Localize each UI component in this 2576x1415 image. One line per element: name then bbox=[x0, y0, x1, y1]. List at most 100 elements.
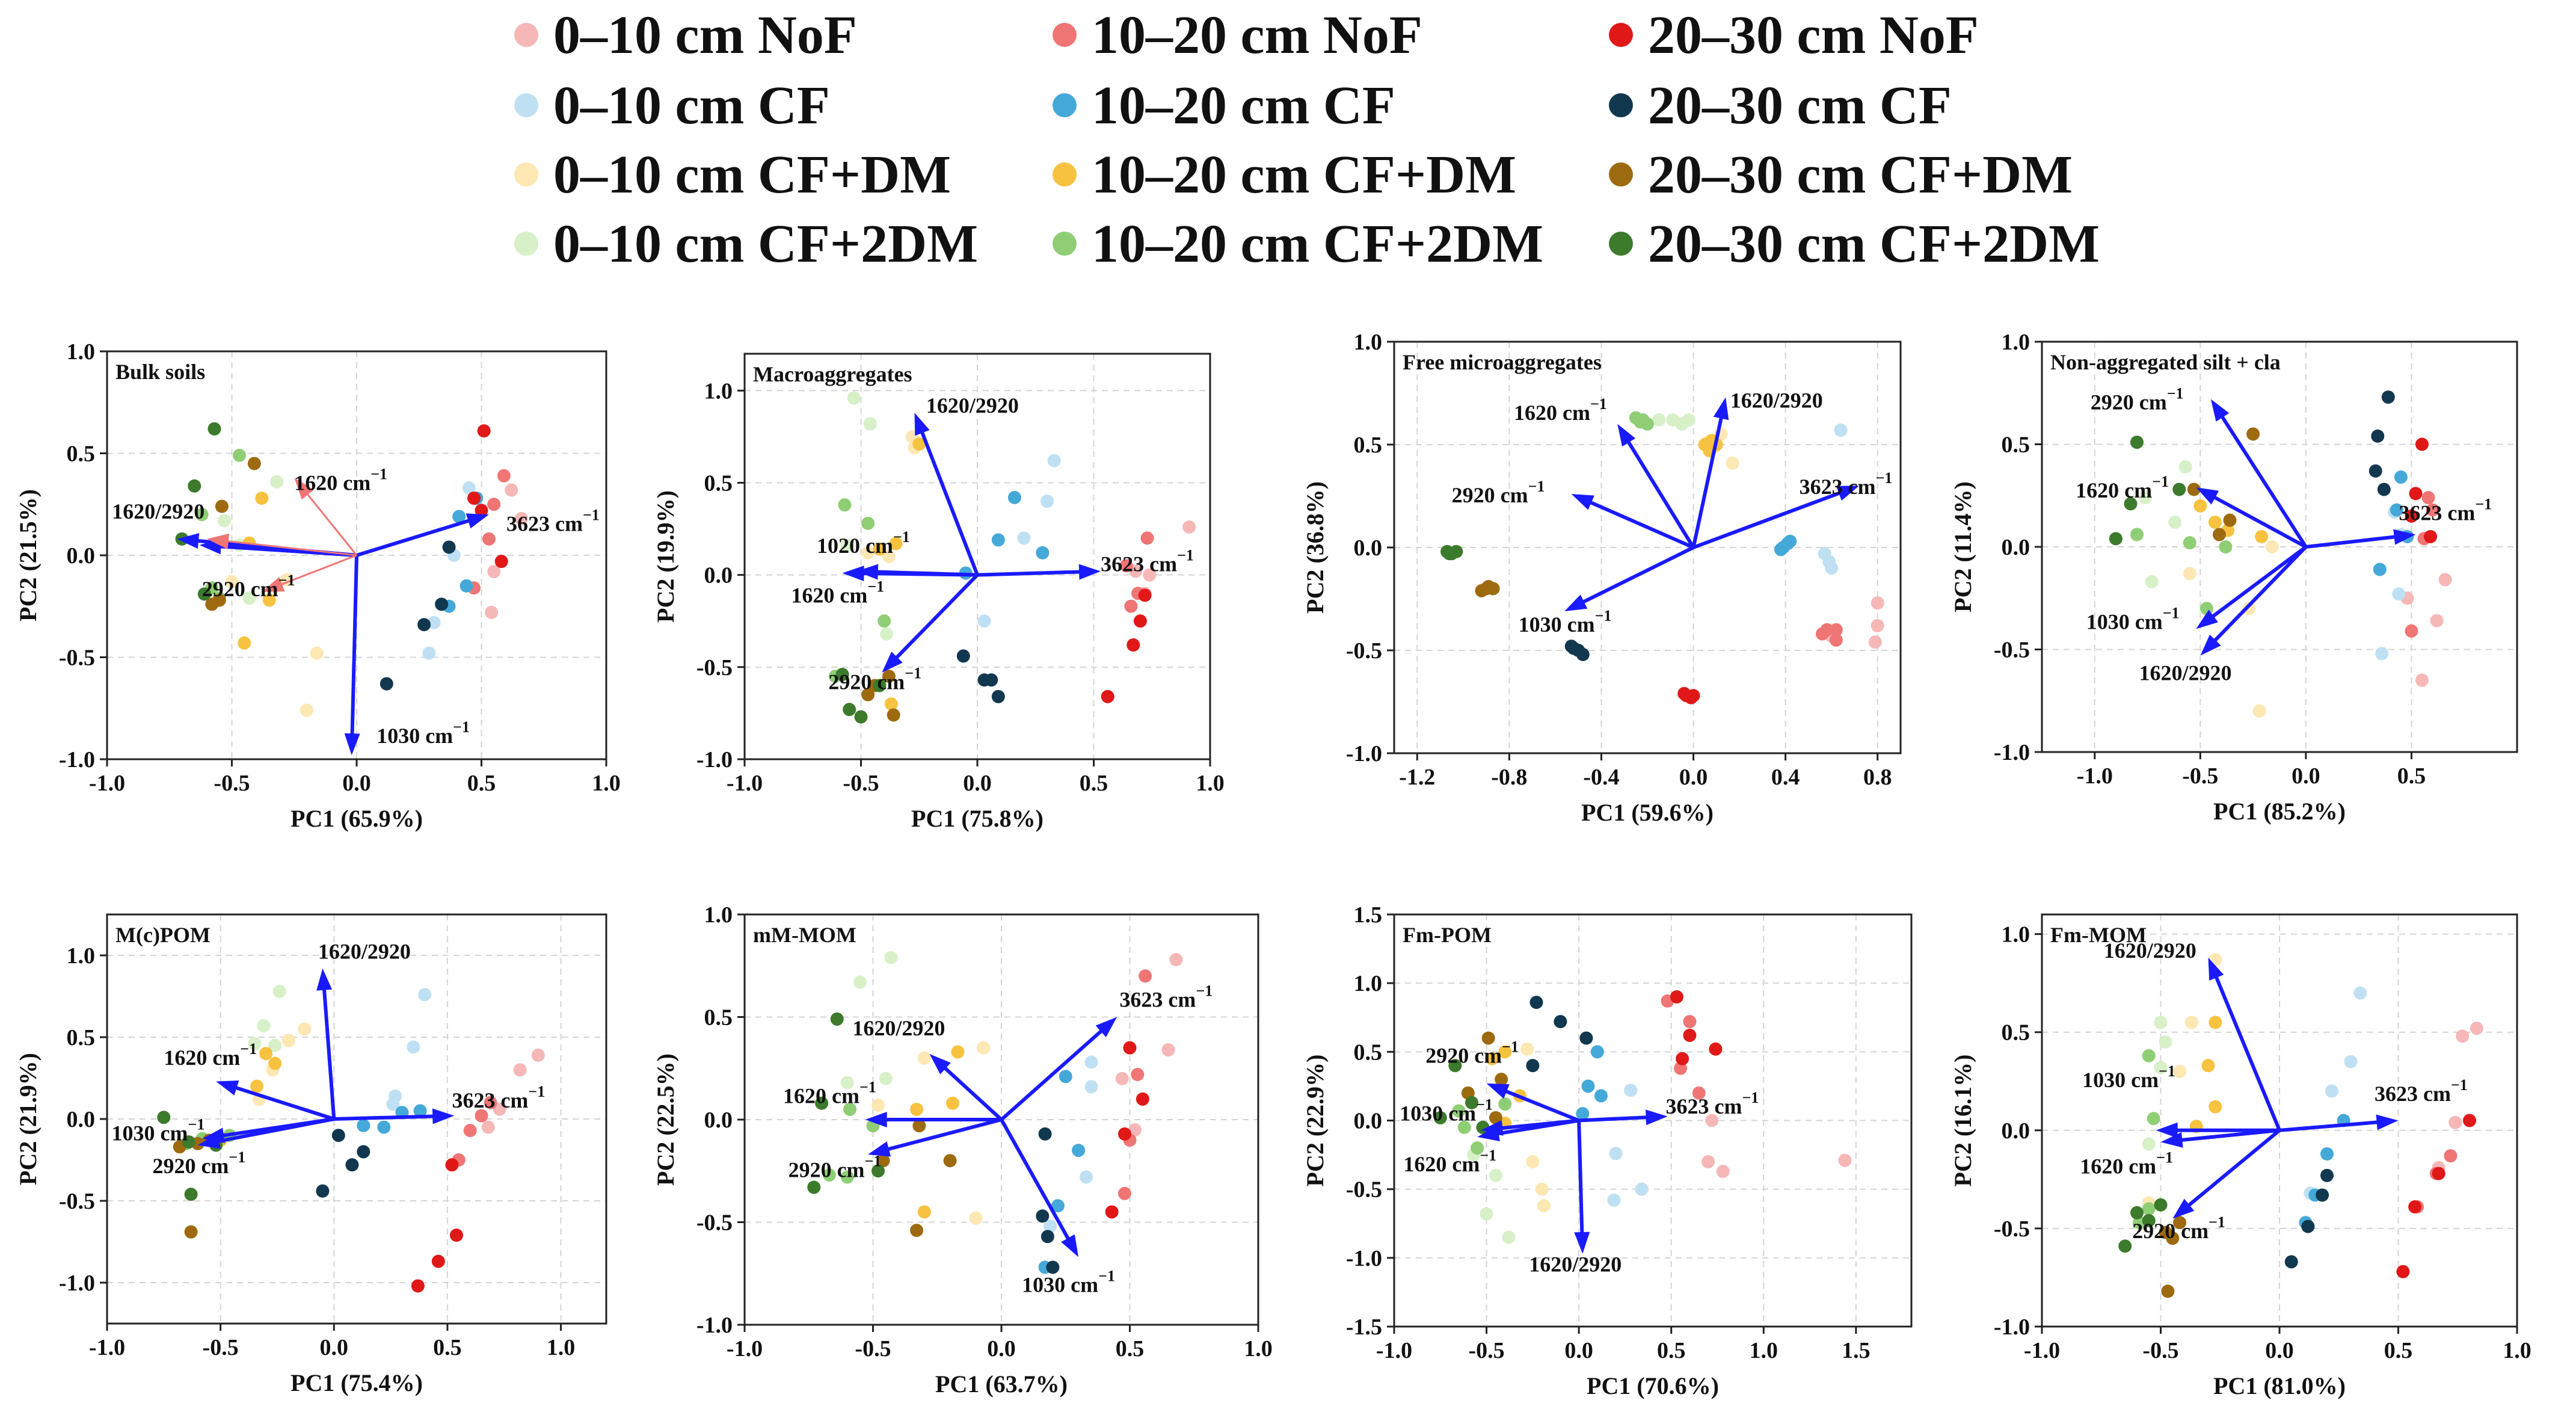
sample-point bbox=[1079, 1170, 1093, 1184]
x-tick-label: -1.0 bbox=[89, 1335, 125, 1360]
y-tick-label: -0.5 bbox=[59, 1189, 95, 1214]
loading-arrow-head bbox=[2156, 1122, 2178, 1138]
loading-label: 1620/2920 bbox=[852, 1016, 945, 1040]
sample-point bbox=[977, 673, 991, 687]
sample-point bbox=[1485, 1052, 1499, 1065]
loading-vector: 1620 cm−1 bbox=[164, 1040, 335, 1121]
x-tick-label: 0.0 bbox=[987, 1336, 1016, 1361]
sample-point bbox=[1581, 1079, 1595, 1093]
sample-point bbox=[268, 1038, 282, 1052]
loading-arrow-head bbox=[1713, 397, 1729, 421]
loading-label-text: 1620 cm bbox=[294, 471, 370, 495]
loading-arrow-line bbox=[2305, 534, 2399, 549]
sample-point bbox=[1448, 1059, 1462, 1073]
legend-item: 0–10 cm CF+DM bbox=[514, 145, 951, 205]
sample-point bbox=[1084, 1080, 1098, 1094]
y-tick-label: -1.0 bbox=[696, 747, 733, 772]
sample-point bbox=[807, 1180, 821, 1194]
x-tick-label: -0.4 bbox=[1583, 765, 1619, 790]
loading-arrow-head bbox=[2160, 1132, 2183, 1148]
sample-point bbox=[871, 1164, 885, 1178]
loading-label-superscript: −1 bbox=[1196, 982, 1213, 999]
sample-point bbox=[1433, 1111, 1447, 1124]
x-tick-label: 0.0 bbox=[342, 771, 371, 796]
sample-point bbox=[1105, 1205, 1119, 1219]
sample-point bbox=[2209, 1016, 2222, 1029]
sample-point bbox=[1526, 1155, 1540, 1168]
sample-point bbox=[442, 540, 456, 554]
y-tick-label: 0.5 bbox=[2002, 433, 2030, 458]
sample-point bbox=[2415, 673, 2429, 687]
y-tick-label: 0.5 bbox=[1354, 433, 1383, 458]
loading-label-text: 1030 cm bbox=[112, 1121, 188, 1145]
sample-point bbox=[1829, 623, 1843, 637]
sample-point bbox=[882, 550, 896, 563]
sample-point bbox=[2430, 614, 2444, 627]
legend-marker bbox=[1609, 162, 1633, 187]
sample-point bbox=[1072, 1144, 1086, 1158]
y-tick-label: -0.5 bbox=[696, 655, 733, 680]
pca-panel: -1.2 -0.8 -0.4 0.0 0.4 0.8 -1.0 -0.5 0.0 0.5 1.0 PC… bbox=[1302, 330, 1902, 826]
sample-point bbox=[1047, 454, 1061, 467]
loading-vector: 2920 cm −1 bbox=[152, 1117, 334, 1178]
loading-arrow-line bbox=[1692, 490, 1844, 549]
x-tick-label: 1.0 bbox=[547, 1335, 576, 1360]
x-tick-label: 0.0 bbox=[320, 1335, 349, 1360]
sample-point bbox=[2178, 460, 2192, 474]
sample-point bbox=[2142, 1137, 2156, 1151]
sample-point bbox=[487, 565, 501, 579]
loading-vector: 1620/2920 bbox=[2139, 545, 2308, 685]
sample-point bbox=[1036, 546, 1050, 560]
x-tick-label: -0.5 bbox=[2182, 763, 2218, 789]
loading-label-text: 2920 cm bbox=[152, 1154, 229, 1178]
panel-title: Fm-MOM bbox=[2050, 923, 2147, 947]
sample-point bbox=[889, 537, 903, 550]
loading-label-text: 1620 cm bbox=[1403, 1152, 1480, 1176]
x-axis-label: PC1 (70.6%) bbox=[1587, 1372, 1719, 1399]
sample-point bbox=[2183, 567, 2196, 581]
sample-point bbox=[2353, 986, 2367, 1000]
loading-label-text: 1020 cm bbox=[817, 534, 893, 558]
sample-point bbox=[2154, 1198, 2168, 1212]
sample-point bbox=[477, 424, 491, 438]
sample-point bbox=[310, 646, 324, 660]
sample-point bbox=[1465, 1096, 1478, 1109]
loading-arrow-line bbox=[1577, 1120, 1584, 1238]
sample-point bbox=[861, 688, 875, 701]
loading-label: 3623 cm−1 bbox=[2399, 496, 2492, 525]
sample-point bbox=[445, 1158, 459, 1172]
loading-label-superscript: −1 bbox=[240, 1040, 257, 1058]
loading-vector bbox=[207, 533, 357, 556]
sample-point bbox=[2166, 1232, 2180, 1245]
loading-label: 2920 cm−1 bbox=[202, 572, 295, 601]
sample-point bbox=[873, 542, 887, 556]
y-tick-label: 1.0 bbox=[704, 902, 733, 928]
loading-arrow-line bbox=[2213, 972, 2281, 1131]
x-tick-label: 0.0 bbox=[963, 771, 992, 796]
loading-vector: 1620/2920 bbox=[1691, 388, 1823, 548]
loading-label-superscript: −1 bbox=[1876, 469, 1893, 487]
loading-label-superscript: −1 bbox=[188, 1115, 205, 1133]
loading-label-text: 2920 cm bbox=[202, 577, 278, 601]
sample-point bbox=[910, 1224, 924, 1238]
legend-item: 10–20 cm NoF bbox=[1053, 5, 1422, 65]
sample-point bbox=[2173, 1216, 2187, 1230]
loading-arrow-head bbox=[466, 513, 489, 529]
y-tick-label: 1.0 bbox=[704, 378, 733, 404]
sample-point bbox=[2187, 482, 2201, 496]
y-tick-label: 0.0 bbox=[2002, 535, 2030, 560]
loading-label-superscript: −1 bbox=[893, 528, 910, 546]
y-tick-label: -1.0 bbox=[1994, 1315, 2030, 1340]
y-tick-label: -1.5 bbox=[1346, 1315, 1382, 1340]
loading-arrow-line bbox=[941, 1064, 1003, 1121]
loading-label-superscript: −1 bbox=[2156, 1149, 2173, 1167]
loading-label-text: 1620 cm bbox=[1514, 401, 1590, 425]
x-tick-label: 1.0 bbox=[1750, 1338, 1778, 1363]
loading-label: 1620/2920 bbox=[2104, 939, 2196, 963]
loading-vector: 1620 cm−1 bbox=[791, 566, 978, 608]
loading-arrow-head bbox=[929, 1053, 951, 1074]
sample-point bbox=[2118, 1239, 2132, 1253]
sample-point bbox=[2371, 429, 2385, 443]
sample-point bbox=[2183, 536, 2196, 550]
y-tick-label: 1.0 bbox=[2002, 922, 2030, 948]
